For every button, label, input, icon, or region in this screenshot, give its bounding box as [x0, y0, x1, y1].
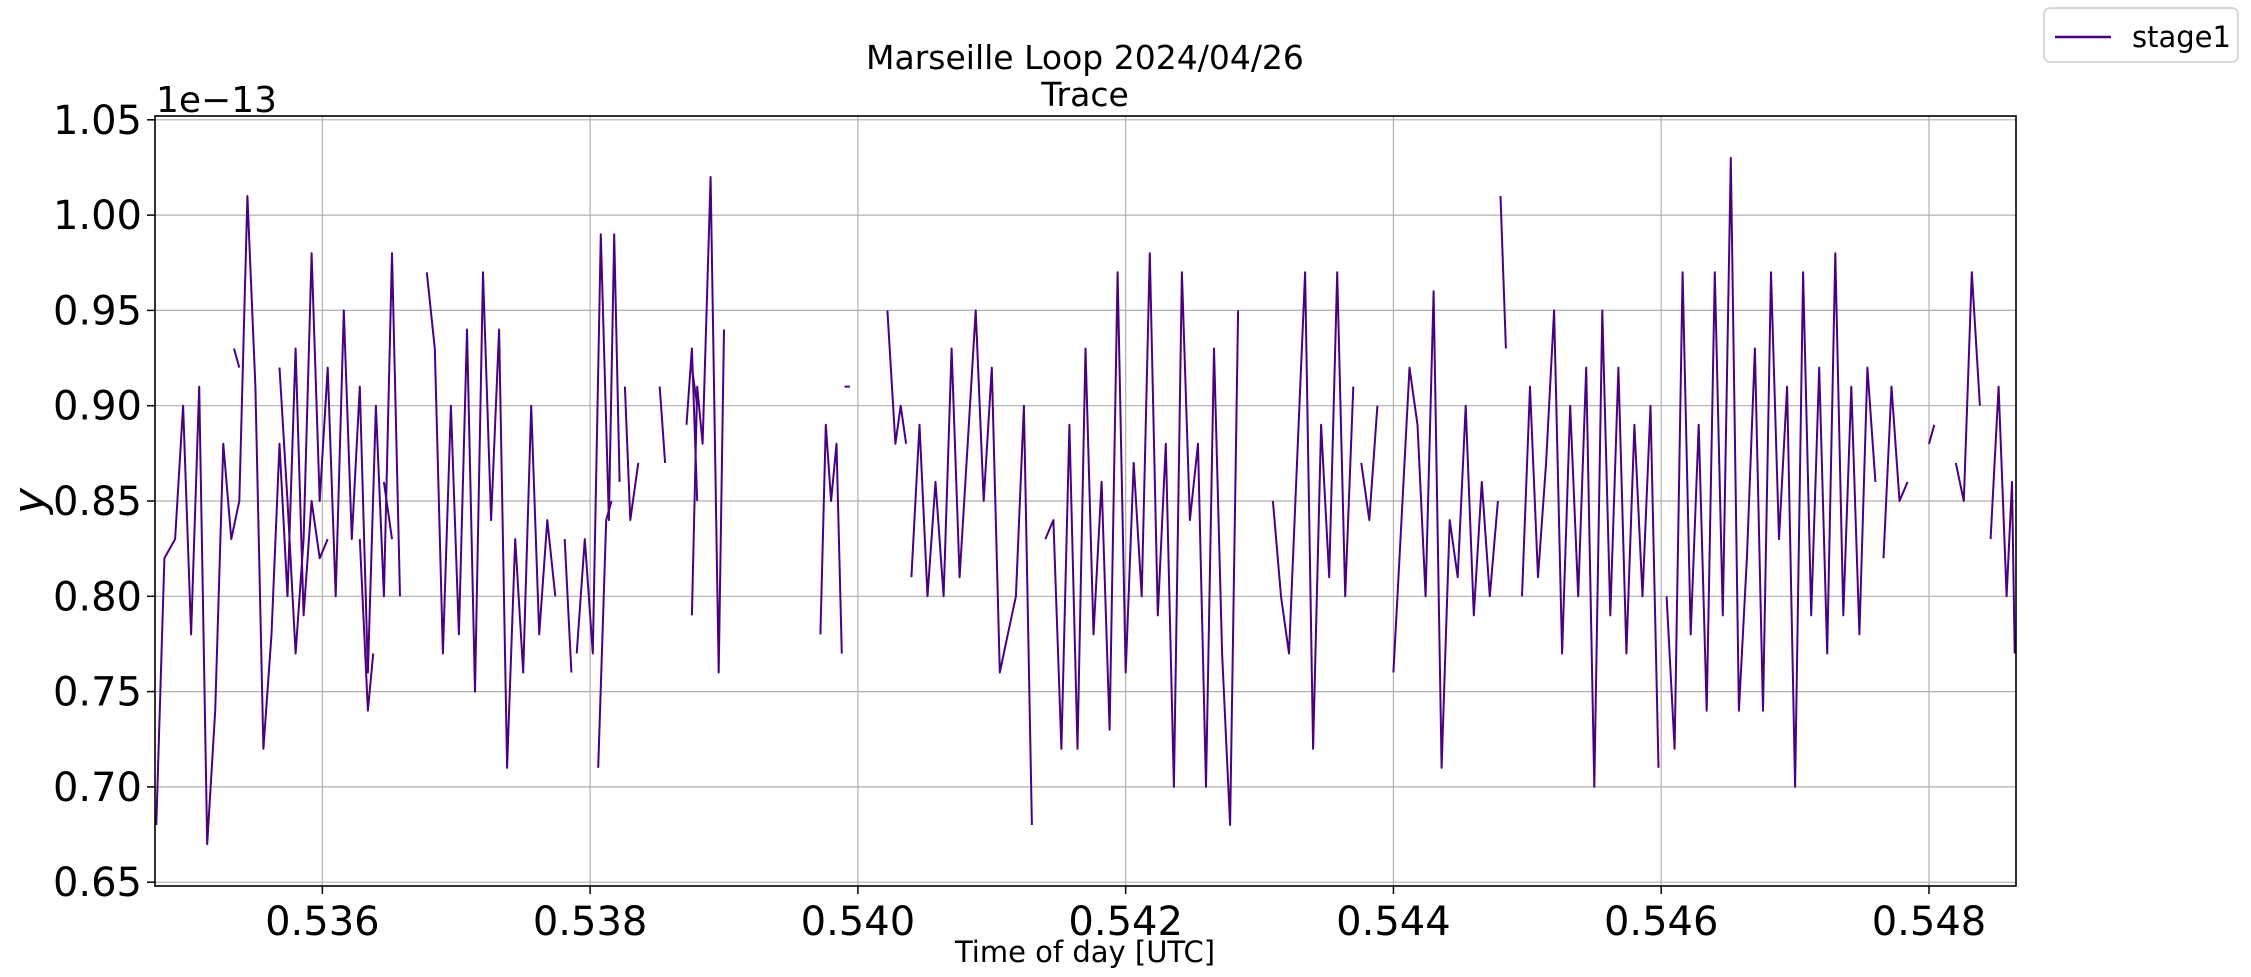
- series-line-stage1: [1665, 156, 1877, 788]
- series-line-stage1: [1044, 252, 1240, 826]
- y-tick-label: 0.65: [53, 860, 142, 906]
- legend: stage1: [2043, 7, 2239, 63]
- series-line-stage1: [1954, 271, 1981, 502]
- x-tick-label: 0.548: [1872, 899, 1987, 945]
- x-tick-label: 0.538: [533, 899, 648, 945]
- series-line-stage1: [819, 423, 843, 654]
- legend-box: [2043, 7, 2239, 63]
- x-axis-ticks: 0.536 0.538 0.540 0.542 0.544 0.546 0.548: [265, 886, 1986, 945]
- y-axis-ticks: 0.65 0.70 0.75 0.80 0.85 0.90 0.95 1.00 1.05: [53, 98, 155, 906]
- x-tick-label: 0.546: [1604, 899, 1719, 945]
- series-line-stage1: [1989, 385, 2016, 654]
- x-axis-label: Time of day [UTC]: [954, 935, 1215, 969]
- legend-label-stage1: stage1: [2132, 20, 2231, 54]
- series-line-stage1: [1360, 405, 1379, 522]
- y-tick-label: 0.80: [53, 574, 142, 620]
- series-line-stage1: [575, 233, 621, 655]
- series-line-stage1: [382, 481, 393, 540]
- series-line-stage1: [1928, 424, 1936, 445]
- series-line-stage1: [278, 252, 401, 674]
- series-line-stage1: [1521, 309, 1660, 788]
- y-tick-label: 1.00: [53, 193, 142, 239]
- series-line-stage1: [910, 309, 1033, 826]
- y-tick-label: 0.95: [53, 288, 142, 334]
- series-layer: [155, 156, 2016, 846]
- y-tick-label: 0.90: [53, 384, 142, 430]
- x-tick-label: 0.542: [1068, 899, 1183, 945]
- x-tick-label: 0.536: [265, 899, 380, 945]
- series-line-stage1: [155, 195, 329, 846]
- x-tick-label: 0.544: [1336, 899, 1451, 945]
- chart-subtitle: Trace: [1040, 75, 1129, 114]
- series-line-stage1: [658, 386, 667, 463]
- series-line-stage1: [1499, 195, 1507, 349]
- y-offset-label: 1e−13: [156, 80, 277, 121]
- series-line-stage1: [1392, 290, 1499, 769]
- series-line-stage1: [623, 386, 640, 522]
- chart-title: Marseille Loop 2024/04/26: [866, 38, 1304, 77]
- y-axis-label: y: [4, 487, 55, 516]
- series-line-stage1: [563, 539, 573, 673]
- series-line-stage1: [1271, 271, 1355, 750]
- series-line-stage1: [1882, 385, 1909, 559]
- series-line-stage1: [690, 176, 725, 674]
- y-tick-label: 0.75: [53, 670, 142, 716]
- series-line-stage1: [886, 310, 908, 445]
- series-line-stage1: [425, 271, 557, 769]
- y-tick-label: 0.85: [53, 479, 142, 525]
- series-line-stage1: [597, 500, 613, 768]
- x-tick-label: 0.540: [801, 899, 916, 945]
- series-line-stage1: [233, 348, 241, 368]
- y-tick-label: 1.05: [53, 98, 142, 144]
- series-line-stage1: [358, 539, 375, 712]
- y-tick-label: 0.70: [53, 765, 142, 811]
